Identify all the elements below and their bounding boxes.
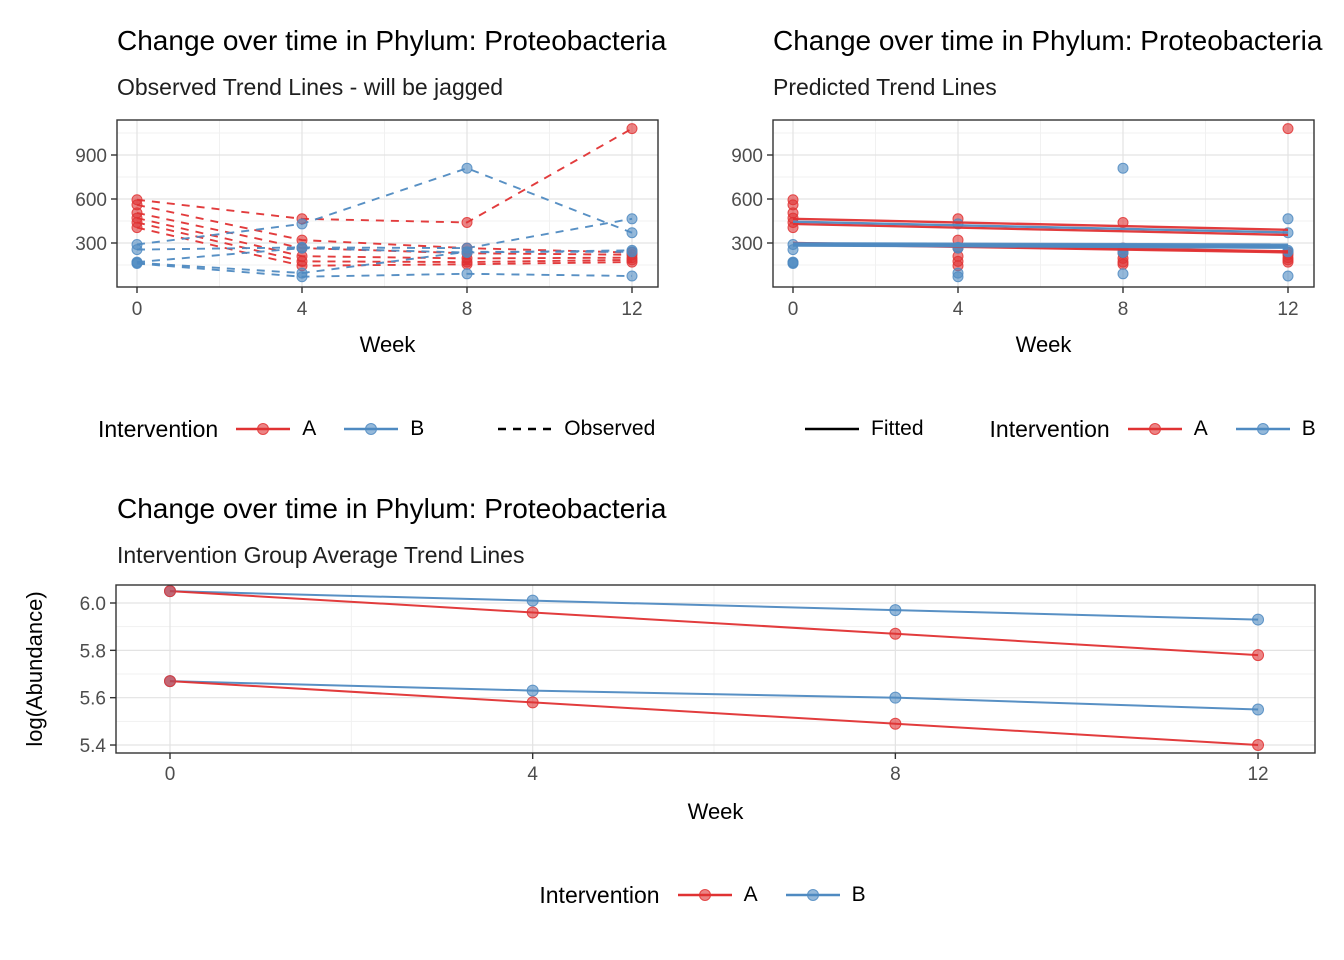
svg-text:Week: Week: [688, 799, 745, 824]
legend-key-fitted-icon: [803, 418, 861, 440]
observed-legend: Intervention A B Observed: [98, 412, 672, 446]
svg-text:8: 8: [462, 299, 473, 320]
svg-text:900: 900: [731, 146, 763, 167]
svg-text:12: 12: [621, 299, 642, 320]
svg-text:5.8: 5.8: [80, 641, 106, 662]
svg-text:5.6: 5.6: [80, 689, 106, 710]
predicted-chart-subtitle: Predicted Trend Lines: [773, 74, 997, 100]
svg-text:600: 600: [731, 190, 763, 211]
predicted-chart-plot: 0 4 8 12 300 600 900 Week: [731, 119, 1315, 357]
legend-key-a-icon: [234, 418, 292, 440]
legend-key-b-icon: [342, 418, 400, 440]
svg-text:300: 300: [731, 234, 763, 255]
legend-label-b: B: [1301, 417, 1316, 440]
legend-title-intervention: Intervention: [539, 881, 660, 908]
observed-chart-title: Change over time in Phylum: Proteobacter…: [117, 25, 667, 56]
legend-title-intervention: Intervention: [98, 415, 219, 442]
svg-text:12: 12: [1247, 764, 1268, 785]
legend-label-observed: Observed: [564, 417, 656, 440]
svg-text:4: 4: [297, 299, 308, 320]
legend-label-b: B: [851, 883, 866, 906]
legend-label-fitted: Fitted: [871, 417, 924, 440]
svg-text:300: 300: [75, 234, 107, 255]
legend-key-b-icon: [1234, 418, 1292, 440]
observed-chart-plot: 0 4 8 12 300 600 900 Week: [75, 119, 659, 357]
legend-label-a: A: [302, 417, 317, 440]
svg-text:600: 600: [75, 190, 107, 211]
average-legend: Intervention A B: [116, 878, 1315, 912]
svg-text:6.0: 6.0: [80, 594, 106, 615]
figure-observed-trend: 0 4 8 12 300 600 900 Week Change over time in P…: [0, 0, 672, 465]
predicted-chart-title: Change over time in Phylum: Proteobacter…: [773, 25, 1323, 56]
legend-key-a-icon: [676, 884, 734, 906]
svg-text:8: 8: [1118, 299, 1129, 320]
svg-text:900: 900: [75, 146, 107, 167]
legend-label-a: A: [1193, 417, 1208, 440]
svg-text:Week: Week: [1016, 332, 1073, 357]
legend-label-b: B: [410, 417, 425, 440]
svg-text:0: 0: [132, 299, 143, 320]
legend-key-b-icon: [784, 884, 842, 906]
svg-text:5.4: 5.4: [80, 736, 107, 757]
figure-predicted-trend: 0 4 8 12 300 600 900 Week Change over time in P…: [672, 0, 1344, 465]
average-chart-plot: 0 4 8 12 5.4 5.6 5.8 6.0 Week log(Abundance): [22, 584, 1316, 824]
figure-group-average-trend: 0 4 8 12 5.4 5.6 5.8 6.0 Week log(Abundance) Chan…: [0, 478, 1344, 960]
svg-text:4: 4: [527, 764, 538, 785]
svg-text:0: 0: [788, 299, 799, 320]
svg-text:8: 8: [890, 764, 901, 785]
svg-text:log(Abundance): log(Abundance): [22, 591, 47, 746]
predicted-legend: Fitted Intervention A B: [803, 412, 1342, 446]
legend-key-a-icon: [1126, 418, 1184, 440]
legend-label-a: A: [743, 883, 758, 906]
legend-key-observed-icon: [496, 418, 554, 440]
legend-title-intervention: Intervention: [989, 415, 1110, 442]
svg-text:4: 4: [953, 299, 964, 320]
svg-text:0: 0: [165, 764, 176, 785]
svg-text:Week: Week: [360, 332, 417, 357]
svg-text:12: 12: [1277, 299, 1298, 320]
average-chart-subtitle: Intervention Group Average Trend Lines: [117, 542, 525, 568]
average-chart-title: Change over time in Phylum: Proteobacter…: [117, 493, 667, 524]
observed-chart-subtitle: Observed Trend Lines - will be jagged: [117, 74, 504, 100]
